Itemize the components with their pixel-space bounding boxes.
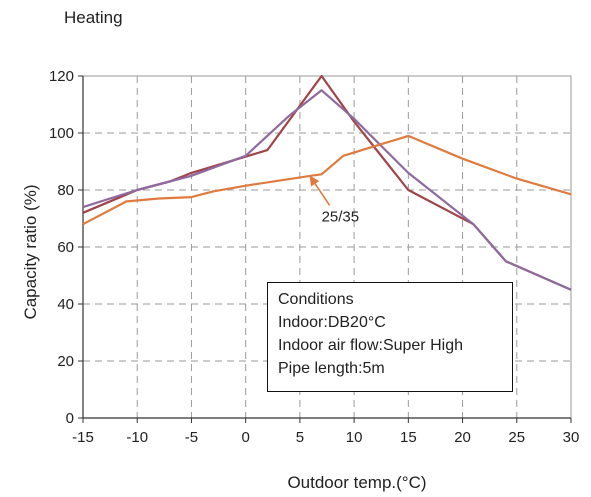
series-line-1 [82,74,572,291]
x-tick-label: 15 [400,429,417,446]
y-tick-label: 100 [49,125,74,142]
y-tick-label: 60 [57,239,74,256]
chart-title: Heating [64,8,123,27]
y-tick-label: 40 [57,296,74,313]
y-tick-label: 0 [66,410,74,427]
x-tick-label: 5 [296,429,304,446]
y-tick-label: 80 [57,182,74,199]
conditions-box: Conditions Indoor:DB20°C Indoor air flow… [267,282,513,392]
x-tick-label: 20 [454,429,471,446]
axes: -15 -10 -5 0 5 10 15 20 25 30 0 20 40 60 80 100 120 [49,68,579,446]
x-tick-label: 0 [241,429,249,446]
condition-indoor: Indoor:DB20°C [278,314,386,331]
y-axis-label: Capacity ratio (%) [21,184,40,319]
y-tick-label: 20 [57,353,74,370]
condition-air-flow: Indoor air flow:Super High [278,337,463,354]
annotation-arrow [309,175,331,206]
x-tick-label: -5 [185,429,198,446]
x-tick-label: 30 [563,429,580,446]
y-tick-label: 120 [49,68,74,85]
series-line-2 [82,89,572,291]
x-tick-label: -10 [126,429,148,446]
x-tick-label: 25 [508,429,525,446]
conditions-title: Conditions [278,291,354,308]
condition-pipe-length: Pipe length:5m [278,360,385,377]
x-tick-label: 10 [346,429,363,446]
x-axis-label: Outdoor temp.(°C) [287,473,426,492]
series-lines [82,74,572,291]
annotations: 25/35 [309,175,360,225]
annotation-label: 25/35 [322,208,360,225]
x-tick-label: -15 [72,429,94,446]
